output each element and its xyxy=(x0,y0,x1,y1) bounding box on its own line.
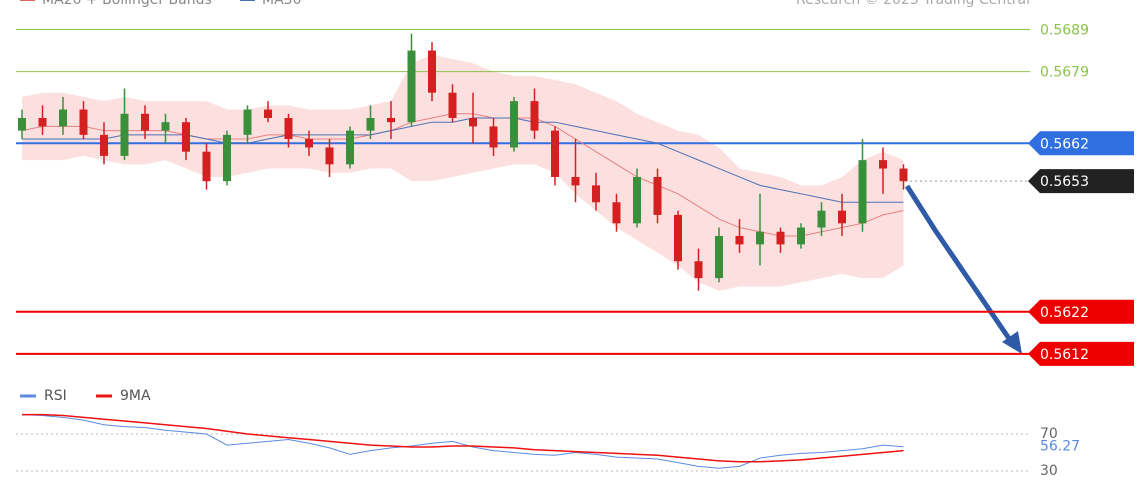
bollinger-band xyxy=(22,54,904,291)
level-label: 0.5689 xyxy=(1040,22,1089,38)
candle-body xyxy=(715,235,723,279)
candle-body xyxy=(18,117,26,131)
candle-body xyxy=(817,210,826,228)
candle-body xyxy=(797,227,805,245)
legend-label: RSI xyxy=(44,388,67,404)
candle-body xyxy=(407,50,416,123)
candle-body xyxy=(428,50,436,93)
level-label: 0.5612 xyxy=(1040,347,1089,363)
candle-body xyxy=(633,176,641,224)
candle-body xyxy=(366,117,375,131)
forecast-arrow xyxy=(904,184,1013,342)
candle-body xyxy=(38,117,47,127)
candle-body xyxy=(264,109,272,118)
candle-body xyxy=(899,168,908,182)
candle-body xyxy=(202,151,211,182)
level-tag xyxy=(1028,341,1134,366)
candle-body xyxy=(59,109,67,127)
candle-body xyxy=(161,122,170,131)
candle-body xyxy=(284,117,293,140)
ma50-line xyxy=(22,117,904,203)
candle-body xyxy=(879,160,887,169)
legend-label: 9MA xyxy=(120,388,151,404)
candle-body xyxy=(571,176,580,186)
candle-body xyxy=(735,235,744,245)
candle-body xyxy=(305,139,313,148)
candle-body xyxy=(182,122,190,152)
rsi-value-label: 56.27 xyxy=(1040,439,1080,455)
candle-body xyxy=(653,176,662,215)
series-line xyxy=(22,413,904,463)
candle-body xyxy=(141,113,149,131)
level-tag xyxy=(1028,299,1134,324)
y-tick-label: 30 xyxy=(1040,463,1058,479)
candle-body xyxy=(120,113,129,156)
candle-body xyxy=(530,101,539,131)
candle-body xyxy=(100,134,108,156)
candle-body xyxy=(325,147,334,165)
candle-body xyxy=(756,231,764,245)
candle-body xyxy=(592,185,600,203)
level-tag xyxy=(1028,131,1134,156)
candle-body xyxy=(223,134,231,182)
candle-body xyxy=(858,160,867,224)
forecast-arrowhead xyxy=(1002,331,1022,354)
level-label: 0.5662 xyxy=(1040,136,1089,152)
y-tick-label: 70 xyxy=(1040,426,1058,442)
candle-body xyxy=(612,202,621,224)
candle-body xyxy=(694,261,703,279)
candle-body xyxy=(243,109,252,135)
candle-body xyxy=(469,117,477,127)
candle-body xyxy=(346,130,354,165)
candle-body xyxy=(489,126,498,148)
candle-body xyxy=(510,101,518,148)
series-line xyxy=(21,414,904,469)
credit: Research © 2023 Trading Central xyxy=(796,0,1030,8)
legend-label: MA20 + Bollinger Bands xyxy=(42,0,212,8)
legend-label: MA50 xyxy=(262,0,301,8)
candle-body xyxy=(387,117,395,123)
candle-body xyxy=(674,214,682,262)
level-label: 0.5653 xyxy=(1040,174,1089,190)
level-tag xyxy=(1028,169,1134,194)
candle-body xyxy=(551,130,559,177)
candle-body xyxy=(79,109,88,135)
candle-body xyxy=(838,210,846,224)
candle-body xyxy=(448,92,457,118)
candle-body xyxy=(776,231,785,245)
ma20-line xyxy=(21,113,904,237)
level-label: 0.5622 xyxy=(1040,305,1089,321)
level-label: 0.5679 xyxy=(1040,65,1089,81)
